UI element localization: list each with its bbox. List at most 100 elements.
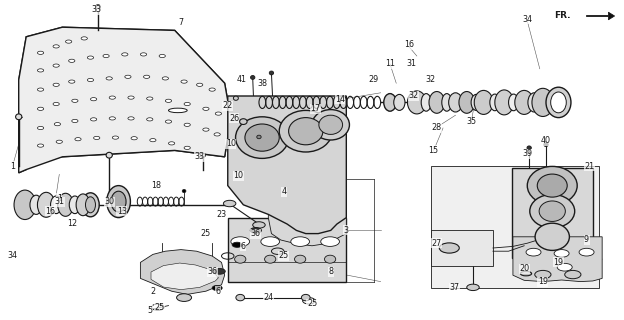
Text: 34: 34 — [522, 15, 532, 24]
Circle shape — [184, 146, 190, 149]
Ellipse shape — [528, 93, 540, 112]
Polygon shape — [19, 27, 231, 173]
Ellipse shape — [490, 94, 500, 111]
Text: 37: 37 — [449, 284, 459, 292]
Text: 29: 29 — [368, 76, 378, 84]
Circle shape — [37, 69, 44, 72]
Circle shape — [140, 53, 147, 56]
Ellipse shape — [520, 271, 532, 276]
Ellipse shape — [106, 152, 112, 158]
Ellipse shape — [37, 192, 55, 217]
Text: 16: 16 — [45, 207, 55, 216]
Text: 32: 32 — [426, 76, 436, 84]
Circle shape — [554, 250, 569, 257]
Circle shape — [439, 243, 459, 253]
Circle shape — [177, 294, 192, 301]
Polygon shape — [431, 230, 493, 266]
Text: 21: 21 — [585, 162, 595, 171]
Polygon shape — [268, 179, 346, 246]
Ellipse shape — [312, 109, 349, 140]
Ellipse shape — [251, 76, 255, 79]
Circle shape — [147, 118, 153, 121]
Text: 11: 11 — [385, 60, 395, 68]
Ellipse shape — [429, 92, 444, 113]
Circle shape — [131, 137, 137, 140]
Circle shape — [184, 102, 190, 106]
Ellipse shape — [30, 195, 42, 214]
Ellipse shape — [324, 255, 336, 263]
Circle shape — [81, 37, 87, 40]
Text: 6: 6 — [241, 242, 246, 251]
Ellipse shape — [535, 223, 569, 250]
Circle shape — [565, 270, 581, 279]
Ellipse shape — [280, 110, 332, 152]
Text: 20: 20 — [519, 264, 529, 273]
Ellipse shape — [527, 146, 531, 150]
Polygon shape — [151, 263, 218, 290]
Ellipse shape — [384, 93, 396, 111]
Circle shape — [125, 75, 131, 78]
Circle shape — [69, 59, 75, 62]
Circle shape — [250, 228, 261, 233]
Circle shape — [291, 237, 310, 246]
Circle shape — [37, 144, 44, 147]
Circle shape — [69, 80, 75, 83]
Text: 25: 25 — [307, 300, 317, 308]
Text: 28: 28 — [432, 124, 442, 132]
Text: 41: 41 — [237, 76, 247, 84]
Polygon shape — [140, 250, 225, 294]
Text: 2: 2 — [150, 287, 155, 296]
Ellipse shape — [509, 94, 519, 111]
Ellipse shape — [14, 190, 36, 220]
Text: 1: 1 — [10, 162, 15, 171]
Circle shape — [37, 107, 44, 110]
Circle shape — [53, 64, 59, 67]
Text: 8: 8 — [328, 268, 333, 276]
Circle shape — [212, 285, 222, 291]
Circle shape — [232, 242, 242, 247]
Text: 9: 9 — [584, 236, 589, 244]
Text: 27: 27 — [432, 239, 442, 248]
Ellipse shape — [421, 93, 431, 111]
Text: 24: 24 — [263, 293, 273, 302]
Text: 14: 14 — [335, 95, 345, 104]
Circle shape — [53, 45, 59, 48]
Ellipse shape — [269, 71, 273, 75]
Circle shape — [214, 133, 220, 136]
Circle shape — [37, 51, 44, 54]
Circle shape — [209, 88, 215, 91]
Text: 22: 22 — [223, 101, 233, 110]
Ellipse shape — [240, 119, 247, 124]
Circle shape — [109, 117, 115, 120]
Circle shape — [467, 284, 479, 291]
Circle shape — [37, 88, 44, 91]
Ellipse shape — [319, 115, 343, 134]
Ellipse shape — [182, 189, 186, 193]
Text: 25: 25 — [279, 252, 289, 260]
Circle shape — [94, 136, 100, 140]
Ellipse shape — [168, 108, 187, 113]
Circle shape — [109, 96, 115, 99]
Text: 17: 17 — [310, 104, 320, 113]
Ellipse shape — [82, 193, 99, 217]
Ellipse shape — [265, 255, 276, 263]
Circle shape — [106, 77, 112, 80]
Ellipse shape — [407, 91, 426, 114]
Circle shape — [223, 200, 236, 207]
Text: 10: 10 — [226, 140, 236, 148]
Text: 34: 34 — [7, 252, 17, 260]
Circle shape — [579, 248, 594, 256]
Text: 6: 6 — [216, 287, 221, 296]
Circle shape — [75, 138, 81, 141]
Ellipse shape — [51, 196, 62, 214]
Text: 33: 33 — [92, 5, 102, 14]
Ellipse shape — [515, 90, 534, 114]
Ellipse shape — [449, 93, 462, 112]
Circle shape — [526, 248, 541, 256]
Text: FR.: FR. — [555, 12, 571, 20]
Ellipse shape — [527, 166, 577, 205]
Circle shape — [56, 140, 62, 143]
Ellipse shape — [394, 94, 405, 110]
Text: 16: 16 — [404, 40, 414, 49]
Text: 12: 12 — [67, 220, 77, 228]
